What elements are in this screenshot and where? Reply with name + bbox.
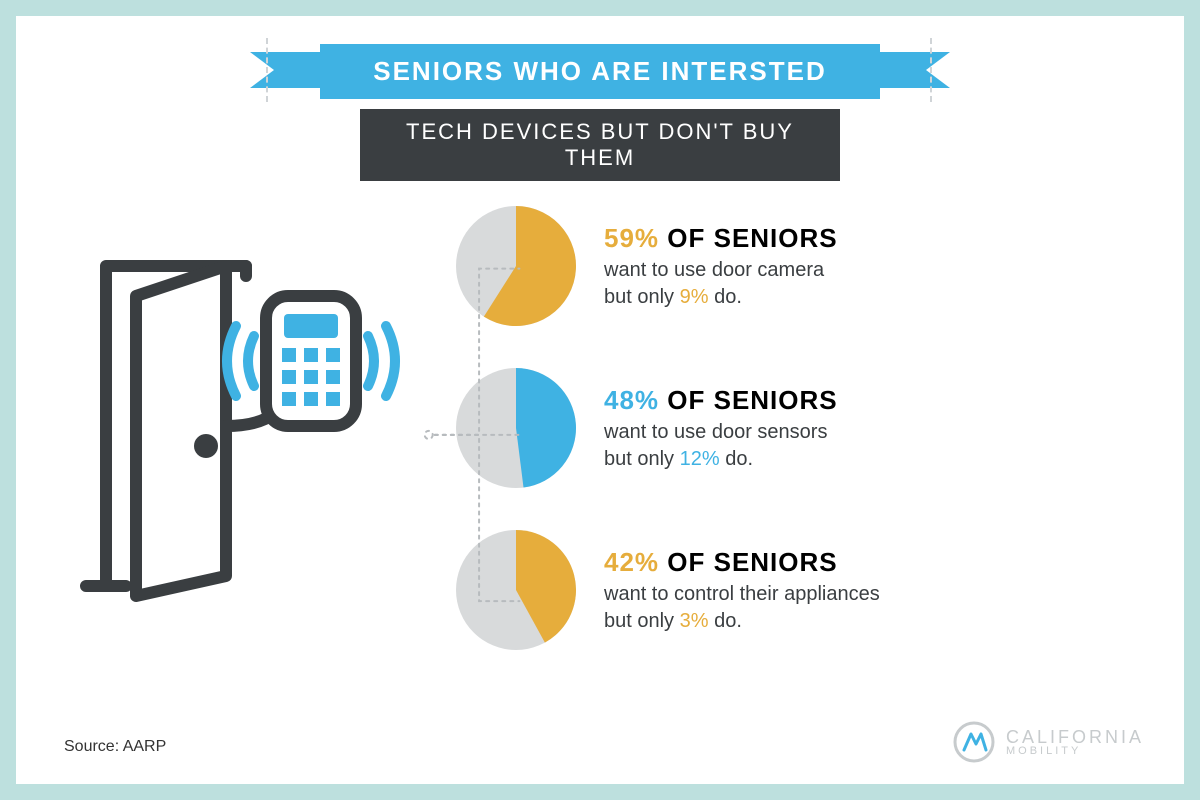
ribbon-tail-right	[870, 52, 950, 88]
stat-1-body-after: do.	[709, 286, 742, 308]
stats-column: 59% OF SENIORS want to use door camerabu…	[456, 186, 1124, 714]
source-label: Source:	[64, 738, 119, 755]
frame-border: SENIORS WHO ARE INTERSTED TECH DEVICES B…	[0, 0, 1200, 800]
stat-row-1: 59% OF SENIORS want to use door camerabu…	[456, 206, 1124, 326]
stat-3-body-after: do.	[709, 610, 742, 632]
pie-chart-3	[456, 530, 576, 650]
source-citation: Source: AARP	[64, 738, 166, 756]
logo-mark-icon	[952, 720, 996, 764]
stat-1-head-rest: OF SENIORS	[659, 223, 838, 253]
stat-row-3: 42% OF SENIORS want to control their app…	[456, 530, 1124, 650]
stat-text-1: 59% OF SENIORS want to use door camerabu…	[604, 221, 838, 310]
ribbon-tail-left	[250, 52, 330, 88]
pie-chart-1	[456, 206, 576, 326]
stat-1-body-pct: 9%	[680, 286, 709, 308]
title-line-1: SENIORS WHO ARE INTERSTED	[320, 44, 880, 99]
stat-3-body-pct: 3%	[680, 610, 709, 632]
title-banner: SENIORS WHO ARE INTERSTED	[280, 44, 920, 99]
stat-2-head-rest: OF SENIORS	[659, 385, 838, 415]
stat-2-body-pct: 12%	[680, 448, 720, 470]
stat-3-head-rest: OF SENIORS	[659, 547, 838, 577]
stat-row-2: 48% OF SENIORS want to use door sensorsb…	[456, 368, 1124, 488]
logo-text: CALIFORNIA MOBILITY	[1006, 728, 1144, 757]
stat-3-percent: 42%	[604, 547, 659, 577]
illustration-column	[76, 186, 456, 714]
pie-chart-2	[456, 368, 576, 488]
stat-1-percent: 59%	[604, 223, 659, 253]
infographic-canvas: SENIORS WHO ARE INTERSTED TECH DEVICES B…	[16, 16, 1184, 784]
stat-2-percent: 48%	[604, 385, 659, 415]
brand-logo: CALIFORNIA MOBILITY	[952, 720, 1144, 764]
logo-line-2: MOBILITY	[1006, 746, 1144, 757]
stat-text-3: 42% OF SENIORS want to control their app…	[604, 545, 880, 634]
stat-2-body-after: do.	[720, 448, 753, 470]
source-value: AARP	[123, 738, 167, 755]
smart-door-icon	[76, 226, 416, 626]
logo-line-1: CALIFORNIA	[1006, 728, 1144, 746]
stat-text-2: 48% OF SENIORS want to use door sensorsb…	[604, 383, 838, 472]
title-line-2: TECH DEVICES BUT DON'T BUY THEM	[360, 109, 840, 181]
content-area: 59% OF SENIORS want to use door camerabu…	[76, 186, 1124, 714]
